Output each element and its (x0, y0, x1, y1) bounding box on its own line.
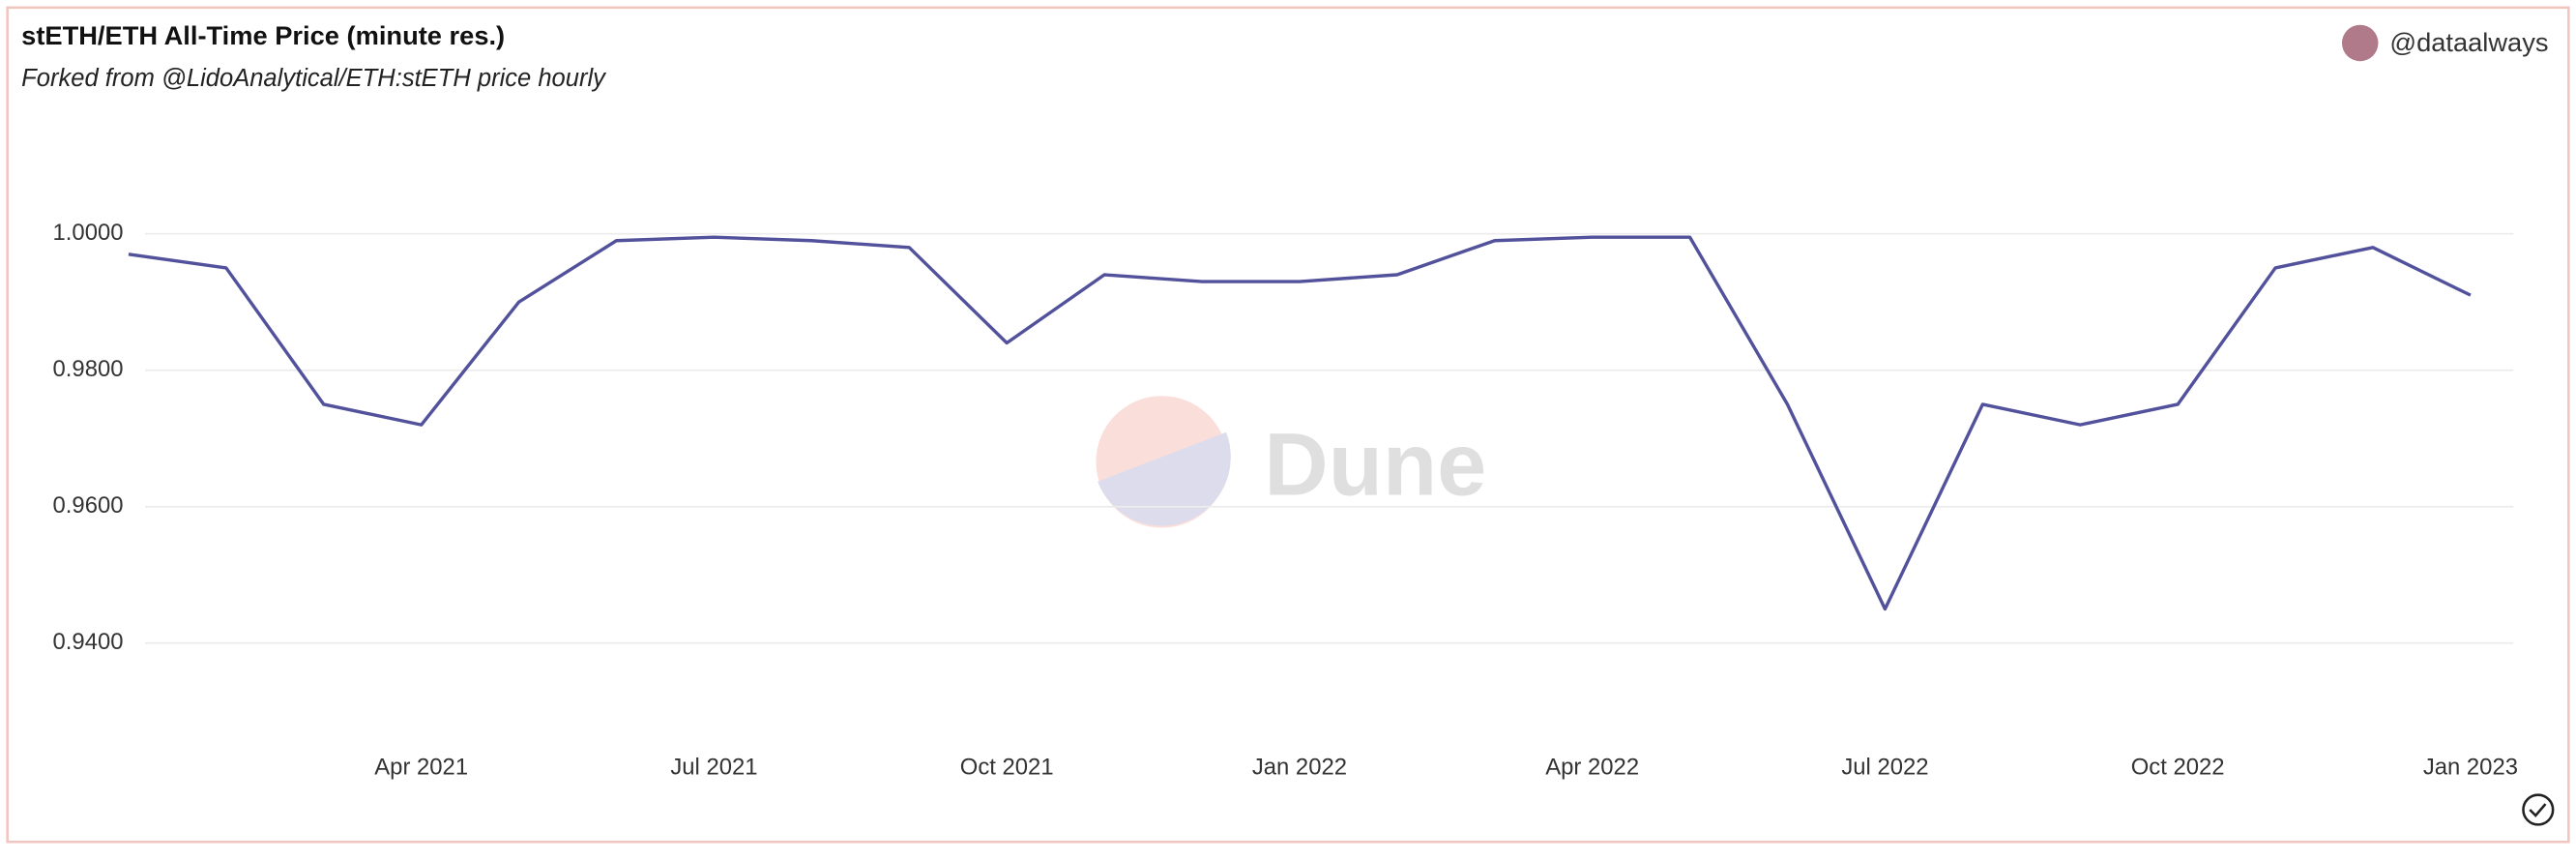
y-tick-label: 0.9600 (53, 492, 124, 519)
y-tick-label: 0.9800 (53, 356, 124, 382)
watermark-logo-part (1098, 431, 1231, 526)
watermark: Dune (1096, 396, 1486, 528)
check-circle[interactable] (2522, 793, 2555, 826)
y-tick-label: 1.0000 (53, 220, 124, 246)
x-tick-label: Jan 2023 (2423, 755, 2518, 781)
x-tick-label: Jul 2021 (670, 755, 757, 781)
x-tick-label: Apr 2021 (374, 755, 468, 781)
x-tick-label: Oct 2021 (960, 755, 1054, 781)
x-tick-label: Apr 2022 (1545, 755, 1639, 781)
watermark-text: Dune (1264, 414, 1486, 514)
chart-title: stETH/ETH All-Time Price (minute res.) (21, 20, 505, 50)
author[interactable]: @dataalways (2389, 27, 2548, 57)
chart-subtitle: Forked from @LidoAnalytical/ETH:stETH pr… (21, 65, 607, 92)
y-tick-label: 0.9400 (53, 629, 124, 655)
x-tick-label: Jul 2022 (1841, 755, 1928, 781)
price-line (128, 235, 2472, 611)
card (6, 6, 2570, 844)
check-mark[interactable] (2529, 803, 2547, 817)
check-icon[interactable] (2522, 793, 2555, 826)
x-tick-label: Oct 2022 (2131, 755, 2225, 781)
x-tick-label: Jan 2022 (1252, 755, 1347, 781)
avatar[interactable] (2341, 24, 2379, 62)
